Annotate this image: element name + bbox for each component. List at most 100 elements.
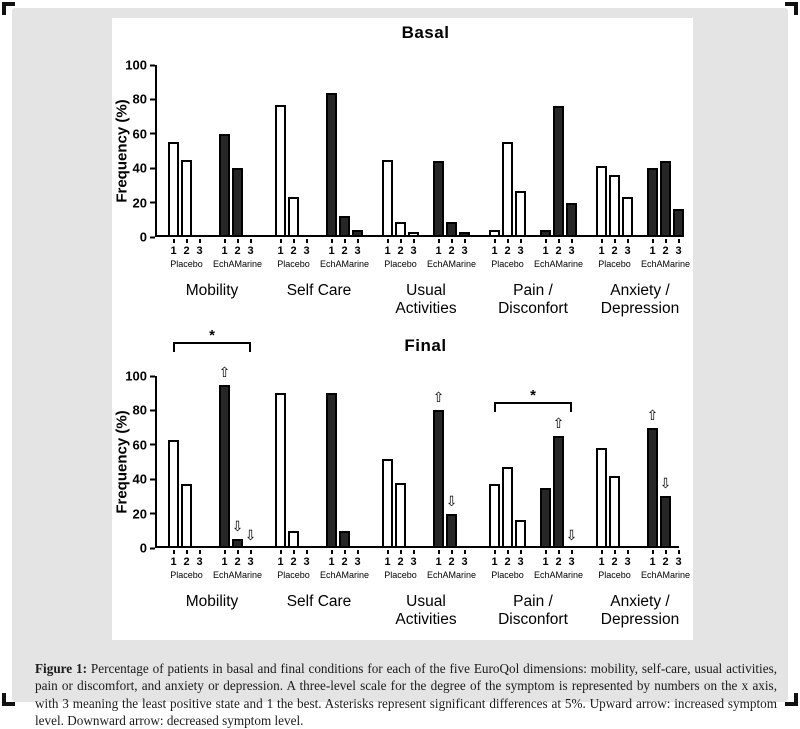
treatment-subgroup [381,65,420,243]
treatment-group-label: EchAMarine [426,259,477,269]
level-label: 3 [675,556,682,568]
level-label: 2 [290,245,297,257]
dimension-group: 1 2 3 1 2 3 Placebo EchAMarine Self Care [274,65,370,318]
bar [502,467,513,548]
bar [275,104,286,237]
bar [515,520,526,548]
bar [622,197,633,237]
dimension-label: Mobility [185,593,239,610]
bar-slot: ⇧ [218,366,231,554]
bar-slot [458,65,471,243]
bar [219,384,230,548]
level-label: 3 [410,245,417,257]
bar [433,410,444,548]
bar [566,202,577,237]
bar-slot [407,376,420,554]
treatment-group-label: EchAMarine [533,570,584,580]
bar-slot: ⇩ [244,376,257,554]
y-tick: 60 [133,437,155,452]
bar-chart: Frequency (%) 0 20 40 60 80 100 1 2 3 1 2 3 Placebo Ec… [112,58,693,318]
y-tick: 80 [133,403,155,418]
level-label: 2 [504,556,511,568]
level-label: 2 [290,556,297,568]
bar-slot [552,65,565,243]
y-tick-label: 60 [132,437,147,453]
level-label: 3 [517,245,524,257]
treatment-group-label: EchAMarine [533,259,584,269]
significance-asterisk: * [530,386,536,404]
bar [515,190,526,237]
treatment-subgroup [218,65,257,243]
y-tick: 100 [125,369,155,384]
significance-bracket: * [173,327,251,352]
y-axis-ticks: 0 20 40 60 80 100 [125,58,155,245]
level-label: 1 [542,556,549,568]
bar-slot [338,376,351,554]
bar [660,161,671,237]
y-tick: 80 [133,92,155,107]
level-label: 1 [491,556,498,568]
level-label: 1 [649,556,656,568]
down-arrow-icon: ⇩ [231,519,244,536]
bar-slot [595,65,608,243]
y-tick-mark [150,409,155,412]
level-label: 3 [410,556,417,568]
y-axis-label: Frequency (%) [113,410,131,514]
y-tick-mark [150,64,155,66]
y-tick-mark [150,443,155,446]
down-arrow-icon: ⇩ [244,528,257,544]
treatment-group-label: Placebo [170,570,203,580]
treatment-group-label: EchAMarine [212,570,263,580]
bar [647,427,658,548]
bar-slot [514,65,527,243]
bar [660,496,671,548]
level-label: 3 [247,556,254,568]
y-tick-label: 80 [132,402,147,418]
treatment-group-label: EchAMarine [319,259,370,269]
y-tick-label: 100 [125,368,147,384]
bar-slot [351,376,364,554]
bar-slot [351,65,364,243]
bar [433,161,444,237]
level-label: 1 [170,556,177,568]
level-label: 3 [247,245,254,257]
up-arrow-icon: ⇧ [218,364,231,381]
treatment-group-label: Placebo [384,570,417,580]
y-axis-label: Frequency (%) [113,99,131,203]
dimension-group: ⇧ ⇩ ⇩ * 1 2 3 1 2 3 Placebo EchAMarine Mobility [167,327,263,629]
bar [339,530,350,548]
level-label: 2 [448,245,455,257]
caption-text: Percentage of patients in basal and fina… [35,661,778,728]
bar-chart: Frequency (%) 0 20 40 60 80 100 ⇧ ⇩ ⇩ * 1 2 3 1 2 3 Place… [112,327,693,629]
treatment-subgroup: ⇧ ⇩ [539,376,578,554]
level-label: 1 [542,245,549,257]
treatment-group-label: Placebo [384,259,417,269]
treatment-subgroup: ⇧ ⇩ [646,376,685,554]
y-tick: 0 [140,230,155,245]
y-tick-mark [150,98,155,101]
level-label: 2 [555,245,562,257]
dimension-label: Anxiety / Depression [600,593,680,628]
treatment-group-label: Placebo [277,570,310,580]
y-tick: 100 [125,58,155,73]
dimension-label: Pain / Disconfort [498,282,568,317]
bar [540,230,551,237]
bar [446,513,457,548]
bar-slot [325,376,338,554]
level-label: 2 [183,556,190,568]
level-label: 2 [397,245,404,257]
level-label: 3 [303,556,310,568]
level-label: 1 [328,245,335,257]
y-tick-mark [150,375,155,377]
y-tick-label: 0 [139,540,147,556]
level-label: 2 [662,556,669,568]
treatment-group-label: Placebo [277,259,310,269]
level-label: 2 [234,245,241,257]
y-tick: 20 [133,506,155,521]
bar-slot [274,376,287,554]
bar-slot [244,65,257,243]
bar-slot [193,65,206,243]
treatment-subgroup [595,376,634,554]
level-label: 1 [221,556,228,568]
level-label: 3 [624,245,631,257]
